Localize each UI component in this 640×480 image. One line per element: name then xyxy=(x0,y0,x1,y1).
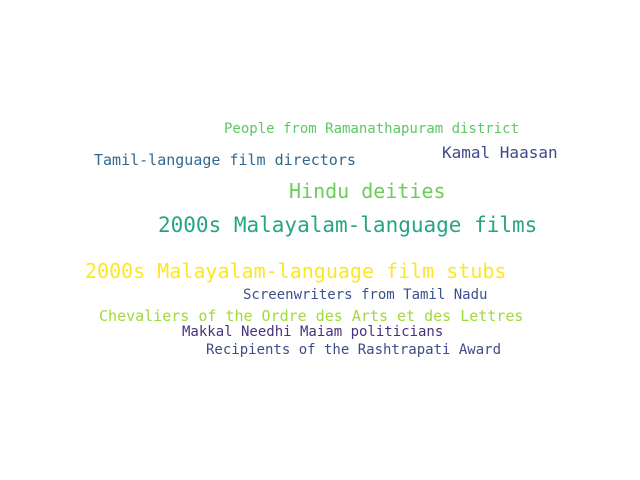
word-kamal-haasan: Kamal Haasan xyxy=(442,143,558,162)
word-screenwriters-from-tamil-nadu: Screenwriters from Tamil Nadu xyxy=(243,287,488,303)
word-chevaliers-ordre-des-arts: Chevaliers of the Ordre des Arts et des … xyxy=(99,307,524,325)
word-hindu-deities: Hindu deities xyxy=(289,179,446,203)
word-tamil-language-film-directors: Tamil-language film directors xyxy=(94,151,356,169)
word-2000s-malayalam-language-films: 2000s Malayalam-language films xyxy=(158,213,538,237)
word-recipients-rashtrapati-award: Recipients of the Rashtrapati Award xyxy=(206,342,502,358)
word-makkal-needhi-maiam-politicians: Makkal Needhi Maiam politicians xyxy=(182,324,444,340)
word-people-from-ramanathapuram-district: People from Ramanathapuram district xyxy=(224,121,520,137)
word-2000s-malayalam-language-film-stubs: 2000s Malayalam-language film stubs xyxy=(85,259,507,283)
